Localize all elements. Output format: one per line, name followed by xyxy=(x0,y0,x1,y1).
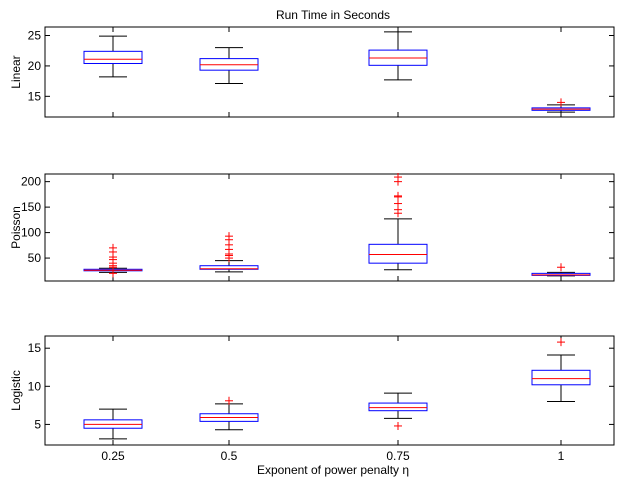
box-0.5 xyxy=(199,396,259,431)
y-tick-label: 15 xyxy=(28,89,42,103)
y-axis-label: Logistic xyxy=(9,370,23,411)
box-0.25 xyxy=(83,243,143,278)
outlier-marker xyxy=(225,232,233,241)
box-0.75 xyxy=(368,31,428,81)
y-tick-label: 20 xyxy=(28,59,42,73)
plot-frame xyxy=(44,26,615,118)
y-tick-label: 100 xyxy=(21,226,41,240)
iqr-box xyxy=(368,243,428,264)
y-tick-label: 150 xyxy=(21,200,41,214)
y-tick-label: 10 xyxy=(28,379,42,393)
iqr-box xyxy=(531,369,591,386)
iqr-box xyxy=(531,272,591,276)
box-0.5 xyxy=(199,47,259,85)
iqr-box xyxy=(368,402,428,412)
iqr-box xyxy=(83,50,143,64)
plot-frame xyxy=(44,173,615,282)
x-axis-label: Exponent of power penalty η xyxy=(257,463,409,477)
y-tick-label: 5 xyxy=(34,417,41,431)
outlier-marker xyxy=(394,173,402,182)
x-tick-label: 1 xyxy=(558,449,565,463)
x-axis: 0.25 0.5 0.75 1 xyxy=(101,449,564,463)
outlier-marker xyxy=(394,421,402,430)
box-0.25 xyxy=(83,408,143,440)
iqr-box xyxy=(199,265,259,270)
box-1 xyxy=(531,263,591,277)
outlier-marker xyxy=(557,98,565,107)
plot-frame xyxy=(44,335,615,446)
x-tick-label: 0.5 xyxy=(221,449,238,463)
x-tick-label: 0.75 xyxy=(386,449,410,463)
outlier-marker xyxy=(225,396,233,405)
box-0.75 xyxy=(368,173,428,271)
box-0.5 xyxy=(199,232,259,273)
outlier-marker xyxy=(394,191,402,200)
panels-layer: 15 20 25 Linear 50 100 150 200 Poisson 5 10 15 Logis… xyxy=(9,26,615,446)
panel-linear: 15 20 25 Linear xyxy=(9,26,615,118)
y-tick-label: 25 xyxy=(28,29,42,43)
panel-poisson: 50 100 150 200 Poisson xyxy=(9,173,615,282)
box-1 xyxy=(531,338,591,403)
y-axis-label: Poisson xyxy=(9,206,23,249)
y-tick-label: 200 xyxy=(21,175,41,189)
y-axis-label: Linear xyxy=(9,55,23,88)
outlier-marker xyxy=(557,338,565,347)
x-tick-label: 0.25 xyxy=(101,449,125,463)
box-0.75 xyxy=(368,392,428,430)
box-0.25 xyxy=(83,35,143,78)
panel-logistic: 5 10 15 Logistic xyxy=(9,335,615,446)
box-1 xyxy=(531,98,591,113)
y-tick-label: 15 xyxy=(28,341,42,355)
y-tick-label: 50 xyxy=(28,251,42,265)
outlier-marker xyxy=(557,263,565,272)
outlier-marker xyxy=(109,243,117,252)
chart-title: Run Time in Seconds xyxy=(276,8,390,22)
